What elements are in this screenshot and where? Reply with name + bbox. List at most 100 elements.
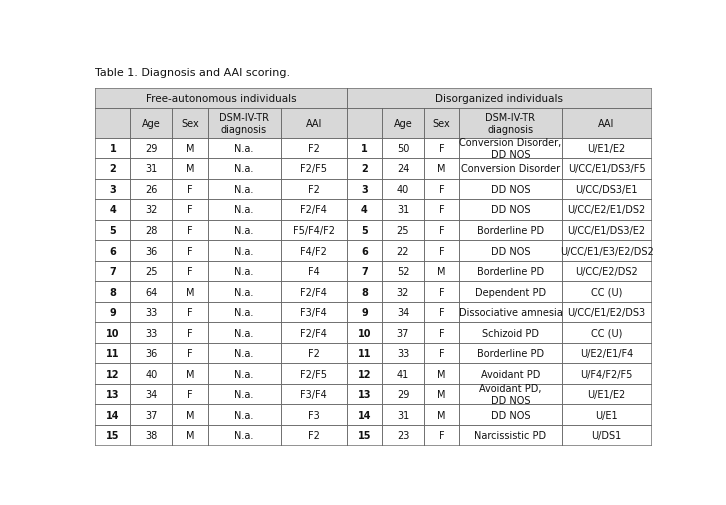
Text: Age: Age	[393, 119, 412, 129]
Bar	[459, 138, 562, 159]
Bar	[562, 302, 651, 323]
Bar	[95, 282, 131, 302]
Bar	[347, 159, 382, 179]
Text: 31: 31	[397, 410, 409, 420]
Text: 33: 33	[145, 328, 158, 338]
Text: F: F	[439, 246, 444, 256]
Bar	[95, 109, 131, 138]
Text: AAI: AAI	[306, 119, 322, 129]
Text: 10: 10	[358, 328, 371, 338]
Text: F4/F2: F4/F2	[301, 246, 327, 256]
Bar	[424, 179, 459, 200]
Text: Age: Age	[142, 119, 160, 129]
Text: 31: 31	[145, 164, 158, 174]
Bar	[347, 405, 382, 425]
Text: 25: 25	[145, 267, 158, 276]
Bar	[95, 405, 131, 425]
Text: 5: 5	[110, 226, 116, 235]
Text: DD NOS: DD NOS	[491, 185, 530, 194]
Bar	[280, 261, 347, 282]
Bar	[131, 302, 172, 323]
Bar	[280, 343, 347, 364]
Bar	[280, 138, 347, 159]
Text: 8: 8	[361, 287, 368, 297]
Text: Conversion Disorder: Conversion Disorder	[461, 164, 560, 174]
Text: F: F	[187, 308, 192, 318]
Bar	[172, 200, 208, 220]
Bar	[424, 302, 459, 323]
Bar	[382, 425, 424, 445]
Bar	[172, 384, 208, 405]
Bar	[424, 109, 459, 138]
Bar	[459, 261, 562, 282]
Text: DSM-IV-TR
diagnosis: DSM-IV-TR diagnosis	[486, 113, 536, 135]
Bar	[131, 109, 172, 138]
Bar	[131, 241, 172, 261]
Bar	[208, 343, 280, 364]
Bar	[382, 405, 424, 425]
Bar	[382, 364, 424, 384]
Text: 2: 2	[361, 164, 368, 174]
Text: 7: 7	[361, 267, 368, 276]
Bar	[172, 138, 208, 159]
Bar	[347, 261, 382, 282]
Text: N.a.: N.a.	[234, 389, 253, 399]
Text: 37: 37	[145, 410, 158, 420]
Bar	[424, 323, 459, 343]
Text: 15: 15	[358, 430, 371, 440]
Bar	[459, 179, 562, 200]
Bar	[172, 364, 208, 384]
Bar	[347, 138, 382, 159]
Bar	[347, 88, 651, 109]
Bar	[424, 138, 459, 159]
Text: U/CC/E1/DS3/E2: U/CC/E1/DS3/E2	[568, 226, 645, 235]
Bar	[562, 138, 651, 159]
Text: U/CC/E1/DS3/F5: U/CC/E1/DS3/F5	[568, 164, 645, 174]
Text: M: M	[186, 369, 194, 379]
Bar	[347, 343, 382, 364]
Bar	[424, 159, 459, 179]
Text: 11: 11	[106, 348, 120, 359]
Text: U/CC/E1/E2/DS3: U/CC/E1/E2/DS3	[568, 308, 645, 318]
Bar	[347, 323, 382, 343]
Text: 64: 64	[145, 287, 158, 297]
Text: U/E1/E2: U/E1/E2	[587, 389, 626, 399]
Bar	[347, 384, 382, 405]
Bar	[424, 220, 459, 241]
Text: F: F	[187, 226, 192, 235]
Bar	[280, 241, 347, 261]
Bar	[172, 282, 208, 302]
Bar	[424, 384, 459, 405]
Bar	[424, 364, 459, 384]
Bar	[131, 343, 172, 364]
Text: F: F	[439, 287, 444, 297]
Bar	[280, 200, 347, 220]
Text: Borderline PD: Borderline PD	[477, 348, 544, 359]
Text: F: F	[187, 328, 192, 338]
Text: 1: 1	[110, 143, 116, 154]
Text: U/E1/E2: U/E1/E2	[587, 143, 626, 154]
Bar	[347, 302, 382, 323]
Bar	[280, 323, 347, 343]
Text: Avoidant PD,
DD NOS: Avoidant PD, DD NOS	[479, 383, 542, 406]
Text: 34: 34	[145, 389, 158, 399]
Text: 15: 15	[106, 430, 120, 440]
Bar	[424, 282, 459, 302]
Bar	[172, 159, 208, 179]
Bar	[280, 109, 347, 138]
Bar	[382, 323, 424, 343]
Bar	[562, 405, 651, 425]
Bar	[95, 364, 131, 384]
Text: 8: 8	[110, 287, 116, 297]
Bar	[172, 109, 208, 138]
Bar	[382, 282, 424, 302]
Text: Sex: Sex	[433, 119, 450, 129]
Text: N.a.: N.a.	[234, 164, 253, 174]
Text: M: M	[437, 369, 446, 379]
Bar	[172, 261, 208, 282]
Text: M: M	[186, 143, 194, 154]
Bar	[424, 200, 459, 220]
Text: 4: 4	[110, 205, 116, 215]
Bar	[95, 425, 131, 445]
Bar	[172, 323, 208, 343]
